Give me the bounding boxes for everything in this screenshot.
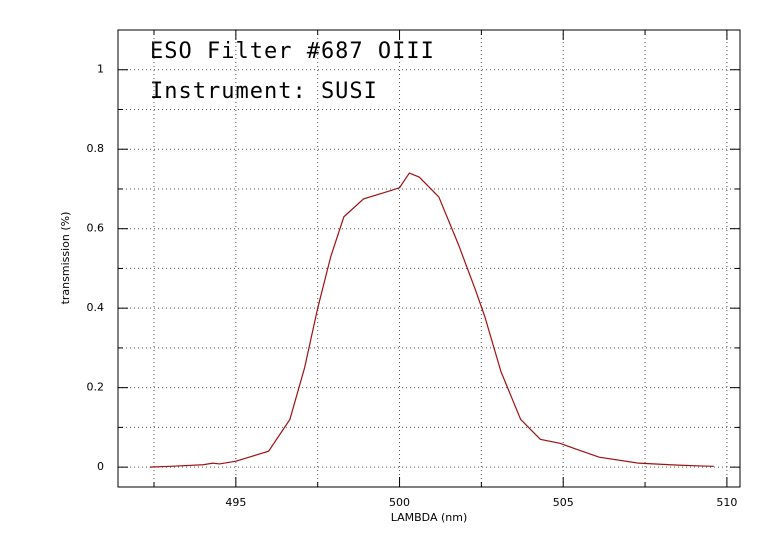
- annotation: Instrument: SUSI: [150, 79, 378, 104]
- x-tick-label: 500: [389, 496, 410, 509]
- x-tick-label: 505: [553, 496, 574, 509]
- y-tick-label: 0: [97, 460, 104, 473]
- y-axis-label: transmission (%): [59, 212, 72, 305]
- y-tick-label: 1: [97, 63, 104, 76]
- plot-frame: [117, 29, 741, 488]
- x-axis-label: LAMBDA (nm): [391, 511, 468, 524]
- y-tick-label: 0.6: [87, 222, 105, 235]
- y-tick-label: 0.8: [87, 142, 105, 155]
- x-tick-label: 510: [716, 496, 737, 509]
- x-tick-label: 495: [225, 496, 246, 509]
- y-tick-label: 0.4: [87, 301, 105, 314]
- annotation: ESO Filter #687 OIII: [150, 39, 435, 64]
- data-line: [149, 172, 714, 468]
- y-tick-label: 0.2: [87, 381, 105, 394]
